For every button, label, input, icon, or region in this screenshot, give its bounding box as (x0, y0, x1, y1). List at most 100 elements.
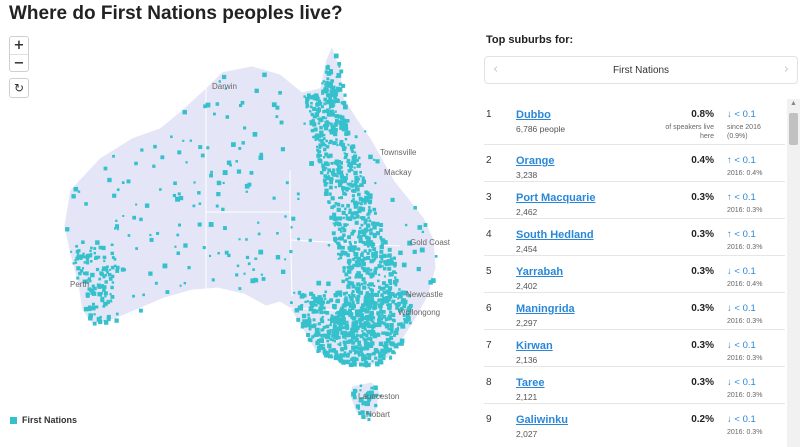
reset-view-icon[interactable]: ↻ (9, 78, 29, 98)
suburb-link[interactable]: Kirwan (516, 340, 553, 352)
group-selector[interactable]: ‹ First Nations › (484, 56, 798, 84)
row-count: 2,297 (516, 318, 538, 328)
population-dot (349, 245, 355, 250)
population-dot (344, 120, 347, 124)
population-dot (297, 197, 300, 201)
population-dot (402, 299, 408, 305)
suburb-list[interactable]: 1 Dubbo 6,786 people 0.8% of speakers li… (484, 95, 800, 447)
suburb-link[interactable]: Maningrida (516, 303, 575, 315)
list-scrollbar[interactable]: ▲ (787, 99, 800, 447)
population-dot (333, 319, 338, 324)
suburb-link[interactable]: Port Macquarie (516, 192, 596, 204)
population-dot (331, 338, 335, 342)
population-dot (319, 297, 324, 302)
population-dot (115, 265, 120, 270)
chevron-right-icon[interactable]: › (783, 62, 789, 77)
population-dot (388, 286, 393, 291)
population-dot (356, 204, 359, 207)
population-dot (178, 195, 184, 201)
population-dot (200, 153, 205, 158)
population-dot (362, 232, 367, 237)
population-dot (331, 178, 334, 181)
suburb-link[interactable]: Taree (516, 377, 545, 389)
population-dot (340, 347, 345, 352)
population-dot (90, 272, 95, 278)
suburb-link[interactable]: South Hedland (516, 229, 594, 241)
population-dot (358, 362, 363, 367)
population-dot (343, 123, 349, 128)
population-dot (222, 181, 225, 185)
population-dot (340, 317, 346, 323)
population-dot (240, 100, 245, 105)
population-dot (372, 351, 376, 356)
population-dot (376, 318, 380, 322)
population-dot (324, 334, 330, 339)
row-count: 2,402 (516, 281, 538, 291)
population-dot (70, 250, 73, 253)
map-area[interactable]: Darwin Townsville Mackay Gold Coast Pert… (40, 40, 460, 430)
population-dot (307, 313, 310, 317)
population-dot (359, 202, 363, 206)
population-dot (356, 256, 362, 261)
population-dot (250, 278, 256, 284)
population-dot (366, 391, 372, 396)
row-since: 2016: 0.3% (727, 429, 763, 436)
row-count: 6,786 people (516, 124, 566, 134)
population-dot (340, 166, 343, 169)
population-dot (342, 104, 348, 110)
population-dot (380, 242, 384, 246)
population-dot (339, 353, 343, 357)
population-dot (323, 179, 327, 184)
scroll-thumb[interactable] (789, 113, 798, 145)
population-dot (209, 173, 213, 178)
row-percent: 0.3% (691, 229, 714, 240)
population-dot (373, 211, 377, 215)
population-dot (113, 257, 117, 261)
population-dot (386, 289, 390, 293)
scroll-up-icon[interactable]: ▲ (790, 100, 797, 107)
population-dot (338, 159, 342, 163)
row-percent: 0.3% (691, 192, 714, 203)
population-dot (339, 252, 343, 257)
population-dot (338, 354, 341, 357)
population-dot (368, 205, 371, 209)
population-dot (312, 135, 315, 139)
suburb-link[interactable]: Orange (516, 155, 555, 167)
population-dot (339, 341, 342, 344)
population-dot (334, 216, 339, 221)
population-dot (348, 331, 352, 334)
population-dot (339, 358, 342, 361)
population-dot (343, 342, 347, 346)
population-dot (122, 214, 125, 217)
population-dot (76, 255, 81, 260)
population-dot (358, 206, 362, 210)
population-dot (380, 238, 385, 243)
population-dot (341, 179, 345, 184)
chevron-left-icon[interactable]: ‹ (493, 62, 499, 77)
population-dot (74, 259, 77, 262)
population-dot (318, 343, 323, 349)
population-dot (74, 261, 78, 264)
suburb-link[interactable]: Galiwinku (516, 414, 568, 426)
zoom-out-button[interactable]: − (10, 54, 28, 71)
population-dot (347, 280, 351, 285)
australia-map[interactable] (40, 40, 460, 430)
population-dot (354, 335, 358, 340)
population-dot (132, 294, 135, 298)
suburb-link[interactable]: Dubbo (516, 109, 551, 121)
population-dot (325, 65, 330, 70)
population-dot (368, 337, 373, 341)
row-change: ↑ < 0.1 (727, 229, 756, 240)
population-dot (369, 305, 373, 309)
population-dot (384, 324, 390, 329)
population-dot (341, 128, 345, 132)
population-dot (335, 141, 338, 144)
population-dot (343, 179, 347, 184)
population-dot (373, 270, 378, 275)
suburb-link[interactable]: Yarrabah (516, 266, 564, 278)
population-dot (324, 152, 329, 157)
population-dot (345, 213, 348, 217)
population-dot (101, 268, 104, 272)
population-dot (323, 174, 327, 178)
zoom-in-button[interactable]: + (13, 38, 25, 53)
